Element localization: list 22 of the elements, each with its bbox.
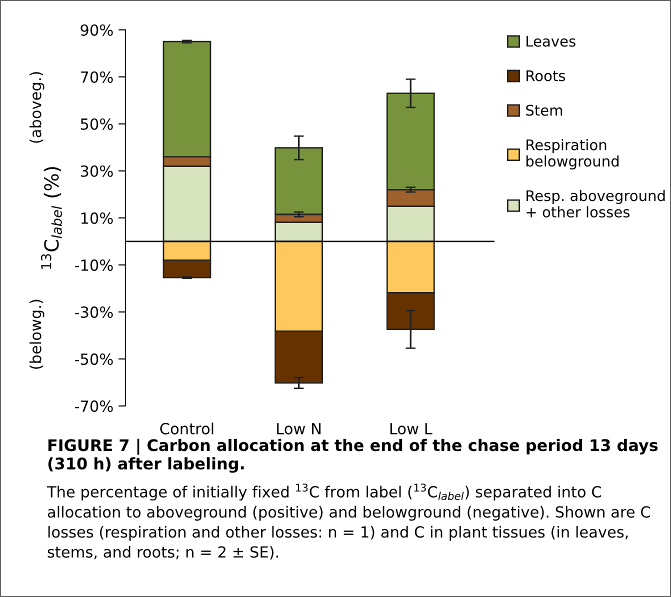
y-tick-label: 70%: [80, 71, 113, 83]
y-tick-label: -30%: [74, 306, 113, 318]
y-tick-label: -70%: [74, 400, 113, 412]
y-tick-label: -10%: [74, 259, 113, 271]
y-tick-label: 30%: [80, 165, 113, 177]
text: The percentage of initially fixed $^{13}$C from label ($^{13}$C$_{label}$) separated into C allocation to aboveground (positive) and belowground (negative). Shown are C losses (respiration and other losses: n = 1) and C in plant tissues (in leaves, stems, and roots; n = 2 ± SE).: [46, 484, 650, 560]
x-tick-label: Low L: [390, 423, 432, 434]
x-tick-label: Low N: [277, 423, 321, 434]
x-tick-label: Control: [160, 422, 214, 434]
y-tick-label: 90%: [80, 24, 113, 36]
text: (belowg.): [30, 300, 44, 369]
legend-label: Stem: [526, 104, 562, 116]
y-tick-label: 10%: [81, 212, 113, 224]
legend-label: Roots: [526, 70, 566, 82]
text: (aboveg.): [30, 72, 44, 143]
y-tick-label: -50%: [74, 353, 113, 365]
y-tick-label: 50%: [80, 118, 113, 130]
legend-label: Leaves: [526, 36, 576, 47]
legend-label: Respiration belowground: [526, 139, 619, 170]
text: FIGURE 7 | Carbon allocation at the end of the chase period 13 days (310 h) after labeling.: [48, 438, 658, 473]
y-axis-title: $^{13}$C$_{label}$ (%): [41, 167, 62, 269]
legend-label: Resp. aboveground + other losses: [526, 190, 665, 218]
